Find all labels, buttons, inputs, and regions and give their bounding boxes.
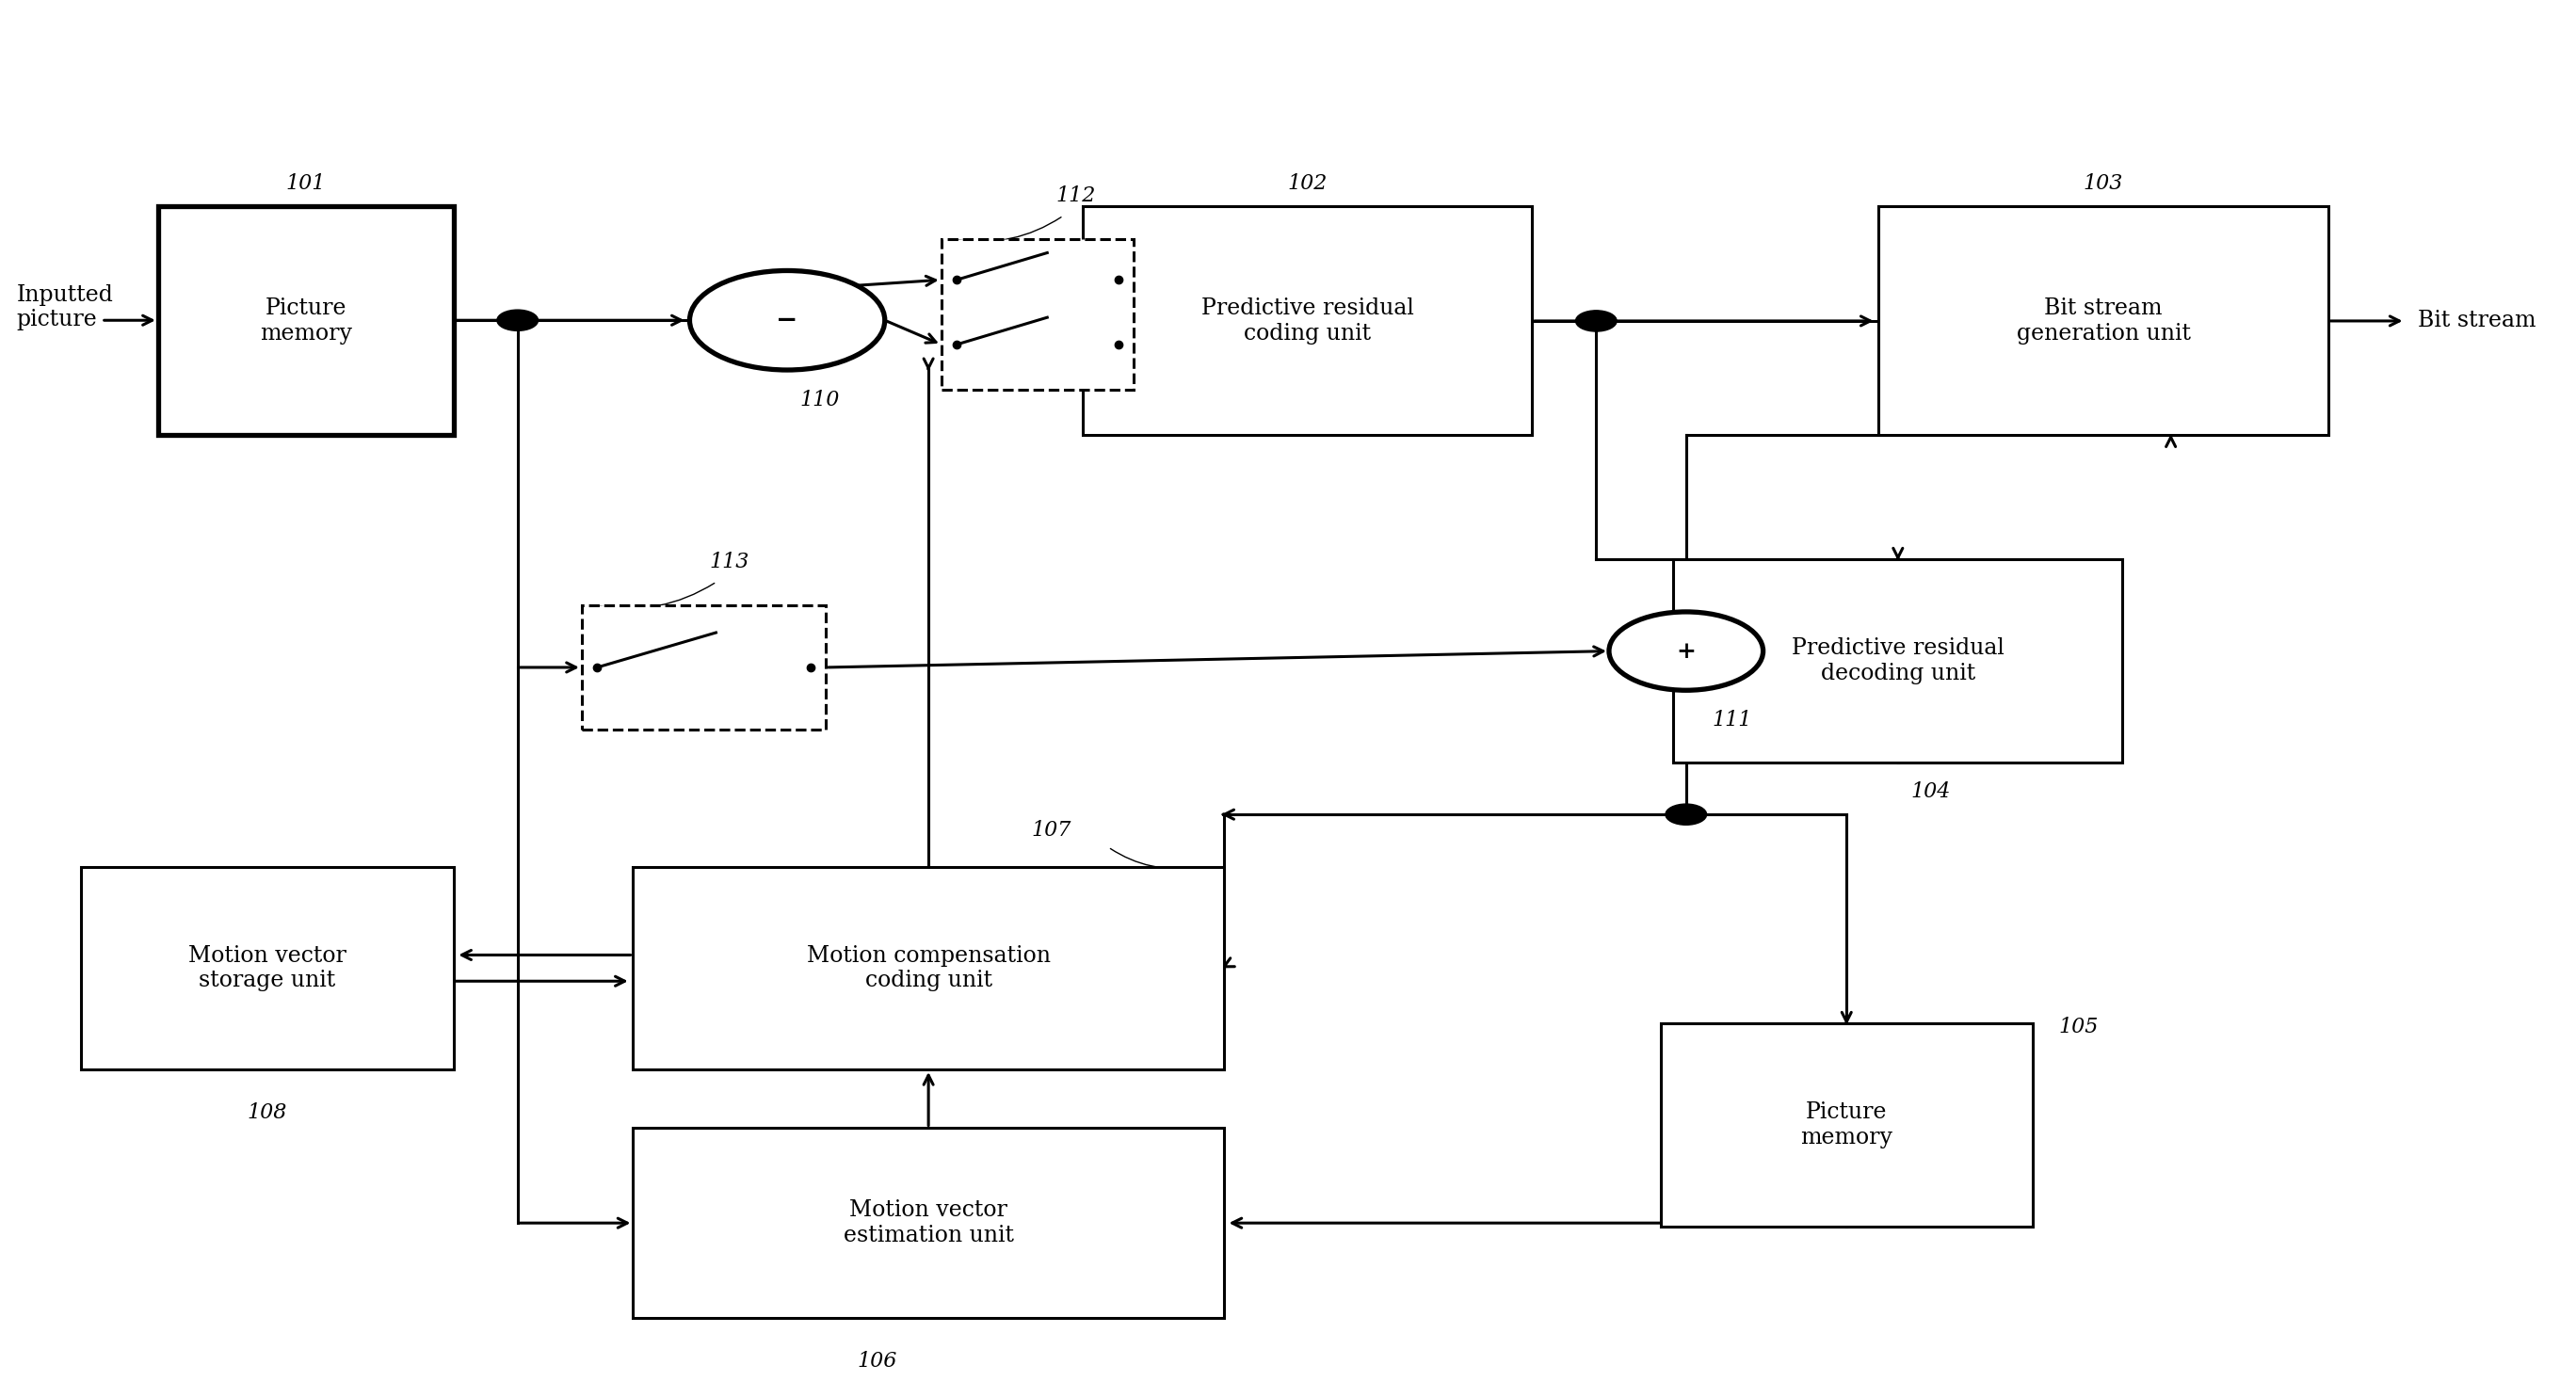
Text: Bit stream
generation unit: Bit stream generation unit <box>2017 297 2190 344</box>
Text: 106: 106 <box>858 1351 896 1371</box>
Text: 103: 103 <box>2084 173 2123 193</box>
Text: 102: 102 <box>1288 173 1327 193</box>
Text: Inputted
picture: Inputted picture <box>18 284 113 330</box>
Text: Predictive residual
decoding unit: Predictive residual decoding unit <box>1790 638 2004 684</box>
Text: +: + <box>1677 639 1695 663</box>
Circle shape <box>1577 311 1618 331</box>
FancyBboxPatch shape <box>1674 559 2123 762</box>
FancyBboxPatch shape <box>80 867 453 1069</box>
Text: 113: 113 <box>708 552 750 573</box>
FancyBboxPatch shape <box>1878 207 2329 435</box>
Text: 105: 105 <box>2058 1016 2099 1037</box>
FancyBboxPatch shape <box>582 605 827 729</box>
Text: Picture
memory: Picture memory <box>1801 1102 1893 1149</box>
FancyBboxPatch shape <box>157 207 453 435</box>
FancyBboxPatch shape <box>940 239 1133 389</box>
Circle shape <box>690 271 884 370</box>
FancyBboxPatch shape <box>634 867 1224 1069</box>
Text: 111: 111 <box>1710 710 1752 731</box>
Text: 101: 101 <box>286 173 325 193</box>
FancyBboxPatch shape <box>1662 1023 2032 1226</box>
Text: 112: 112 <box>1056 186 1095 207</box>
Text: −: − <box>775 308 799 333</box>
Text: Picture
memory: Picture memory <box>260 297 353 344</box>
Text: 110: 110 <box>801 389 840 410</box>
Circle shape <box>497 309 538 331</box>
FancyBboxPatch shape <box>1082 207 1533 435</box>
Text: Motion vector
storage unit: Motion vector storage unit <box>188 945 345 992</box>
Text: Motion vector
estimation unit: Motion vector estimation unit <box>842 1200 1015 1247</box>
Text: 108: 108 <box>247 1102 286 1123</box>
Text: Predictive residual
coding unit: Predictive residual coding unit <box>1200 297 1414 344</box>
Text: 104: 104 <box>1911 782 1950 802</box>
Text: Motion compensation
coding unit: Motion compensation coding unit <box>806 945 1051 992</box>
Text: Bit stream: Bit stream <box>2419 311 2537 331</box>
FancyBboxPatch shape <box>634 1128 1224 1317</box>
Circle shape <box>1610 612 1762 690</box>
Circle shape <box>1667 804 1708 824</box>
Text: 107: 107 <box>1030 820 1072 841</box>
